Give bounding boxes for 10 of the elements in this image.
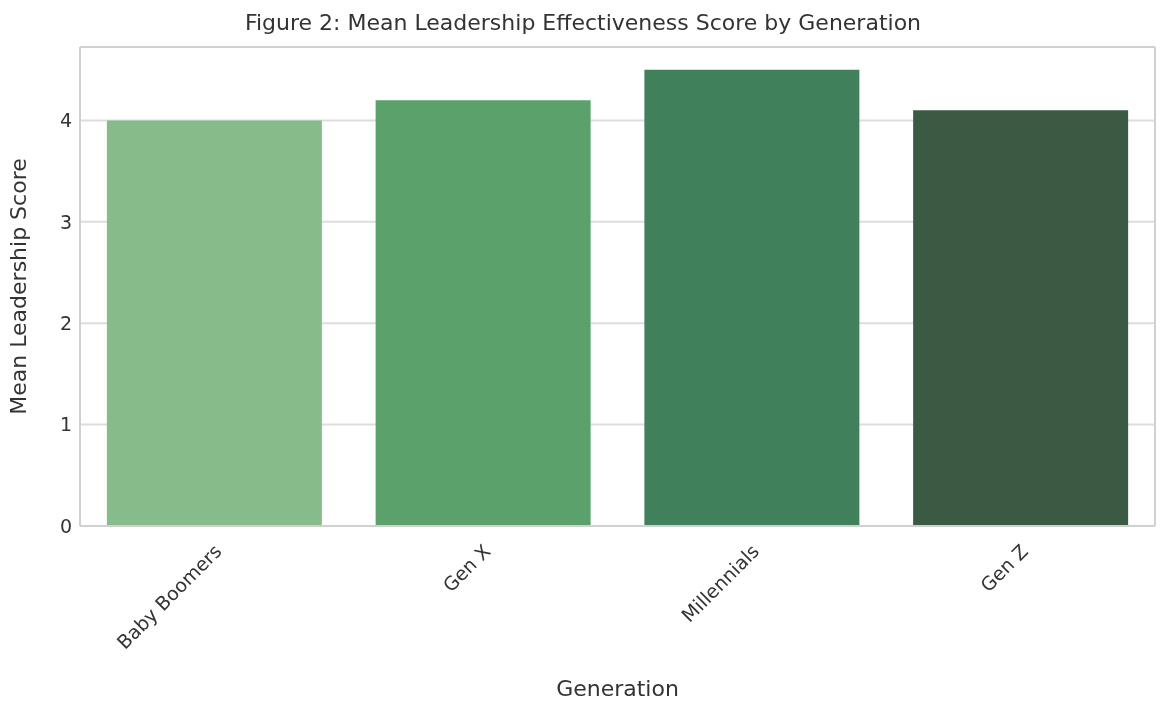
y-tick-label: 0 xyxy=(59,514,72,537)
y-tick-label: 2 xyxy=(59,311,72,334)
chart-title: Figure 2: Mean Leadership Effectiveness Score by Generation xyxy=(243,9,923,37)
y-tick-label: 1 xyxy=(59,413,72,436)
x-tick-label: Gen Z xyxy=(975,539,1032,596)
y-tick-label: 4 xyxy=(59,109,72,132)
x-axis-title: Generation xyxy=(556,676,679,701)
x-tick-label: Gen X xyxy=(438,539,495,596)
y-axis-title: Mean Leadership Score xyxy=(5,158,31,415)
y-tick-label: 3 xyxy=(59,210,72,233)
